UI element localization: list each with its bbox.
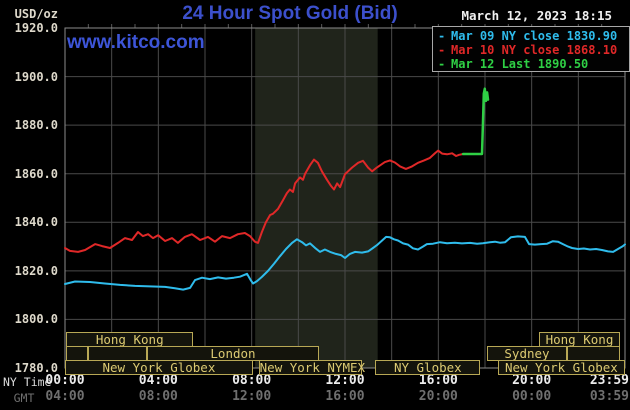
y-axis-tick-label: 1880.0 xyxy=(14,118,58,133)
nymex-session-band xyxy=(255,28,378,368)
legend-dash-icon: - xyxy=(438,57,446,71)
chart-datetime: March 12, 2023 18:15 xyxy=(461,8,612,23)
session-box-blank xyxy=(88,346,147,361)
legend-dash-icon: - xyxy=(438,29,446,43)
legend-entry-mar09: - Mar 09 NY close 1830.90 xyxy=(438,29,618,43)
x-tick-gmt: 12:00 xyxy=(232,389,272,404)
y-axis-tick-label: 1900.0 xyxy=(14,69,58,84)
legend-dash-icon: - xyxy=(438,43,446,57)
y-axis-tick-label: 1780.0 xyxy=(14,361,58,375)
x-tick-gmt: 20:00 xyxy=(418,389,458,404)
y-axis-tick-label: 1840.0 xyxy=(14,215,58,230)
series-line-mar10 xyxy=(64,149,465,253)
x-tick-gmt: 00:00 xyxy=(512,389,552,404)
x-tick-gmt: 08:00 xyxy=(138,389,178,404)
session-box-london: London xyxy=(146,346,320,361)
x-tick-ny-time: 00:00 xyxy=(45,373,85,388)
y-axis-tick-label: 1920.0 xyxy=(14,21,58,35)
session-box-new-york-nymex: New York NYMEX xyxy=(258,360,366,375)
x-tick-gmt: 16:00 xyxy=(325,389,365,404)
ny-time-row-label: NY Time xyxy=(3,375,52,389)
x-tick-ny-time: 23:59 xyxy=(589,373,629,388)
gmt-row-label: GMT xyxy=(13,391,35,405)
y-axis-tick-label: 1860.0 xyxy=(14,166,58,181)
y-axis-tick-label: 1800.0 xyxy=(14,312,58,327)
legend-entry-mar10: - Mar 10 NY close 1868.10 xyxy=(438,43,618,57)
legend-box: - Mar 09 NY close 1830.90 - Mar 10 NY clos… xyxy=(432,26,630,72)
x-tick-ny-time: 04:00 xyxy=(138,373,178,388)
y-axis-unit-label: USD/oz xyxy=(14,7,58,21)
session-box-hong-kong: Hong Kong xyxy=(66,332,194,347)
chart-title: 24 Hour Spot Gold (Bid) xyxy=(182,3,398,24)
session-box-sydney: Sydney xyxy=(487,346,567,361)
x-tick-ny-time: 12:00 xyxy=(325,373,365,388)
x-tick-ny-time: 16:00 xyxy=(418,373,458,388)
y-axis-tick-label: 1820.0 xyxy=(14,263,58,278)
x-tick-gmt: 03:59 xyxy=(589,389,629,404)
x-tick-ny-time: 08:00 xyxy=(232,373,272,388)
session-box-new-york-globex: New York Globex xyxy=(65,360,253,375)
session-box-hong-kong: Hong Kong xyxy=(538,332,621,347)
series-line-mar09 xyxy=(64,235,626,291)
session-box-new-york-globex: New York Globex xyxy=(497,360,625,375)
kitco-watermark-link[interactable]: www.kitco.com xyxy=(67,32,205,53)
session-box-ny-globex: NY Globex xyxy=(375,360,481,375)
x-tick-ny-time: 20:00 xyxy=(512,373,552,388)
session-box-blank xyxy=(566,346,621,361)
session-box-blank xyxy=(66,346,89,361)
legend-entry-mar12: - Mar 12 Last 1890.50 xyxy=(438,57,589,71)
x-tick-gmt: 04:00 xyxy=(45,389,85,404)
series-line-mar12 xyxy=(461,87,490,156)
